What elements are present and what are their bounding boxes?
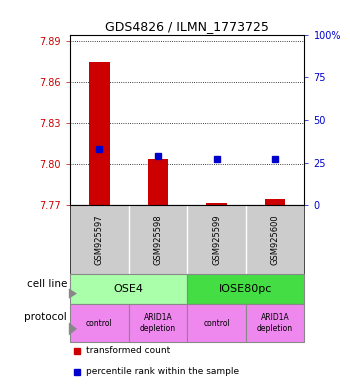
Title: GDS4826 / ILMN_1773725: GDS4826 / ILMN_1773725 — [105, 20, 269, 33]
Text: GSM925600: GSM925600 — [271, 214, 280, 265]
Text: GSM925599: GSM925599 — [212, 214, 221, 265]
Polygon shape — [69, 288, 77, 299]
Text: percentile rank within the sample: percentile rank within the sample — [86, 367, 239, 376]
Text: GSM925597: GSM925597 — [95, 214, 104, 265]
Text: OSE4: OSE4 — [114, 284, 144, 294]
Text: ARID1A
depletion: ARID1A depletion — [140, 313, 176, 333]
Bar — [187, 304, 246, 342]
Bar — [70, 274, 187, 304]
Bar — [70, 304, 129, 342]
Bar — [206, 203, 227, 205]
Text: control: control — [86, 319, 113, 328]
Polygon shape — [69, 323, 77, 335]
Text: IOSE80pc: IOSE80pc — [219, 284, 273, 294]
Bar — [187, 274, 304, 304]
Text: transformed count: transformed count — [86, 346, 171, 355]
Bar — [265, 199, 286, 205]
Bar — [148, 159, 168, 205]
Text: GSM925598: GSM925598 — [153, 214, 162, 265]
Text: protocol: protocol — [24, 313, 67, 323]
Text: cell line: cell line — [27, 280, 67, 290]
Text: ARID1A
depletion: ARID1A depletion — [257, 313, 293, 333]
Bar — [246, 304, 304, 342]
Bar — [129, 304, 187, 342]
Bar — [89, 62, 110, 205]
Text: control: control — [203, 319, 230, 328]
